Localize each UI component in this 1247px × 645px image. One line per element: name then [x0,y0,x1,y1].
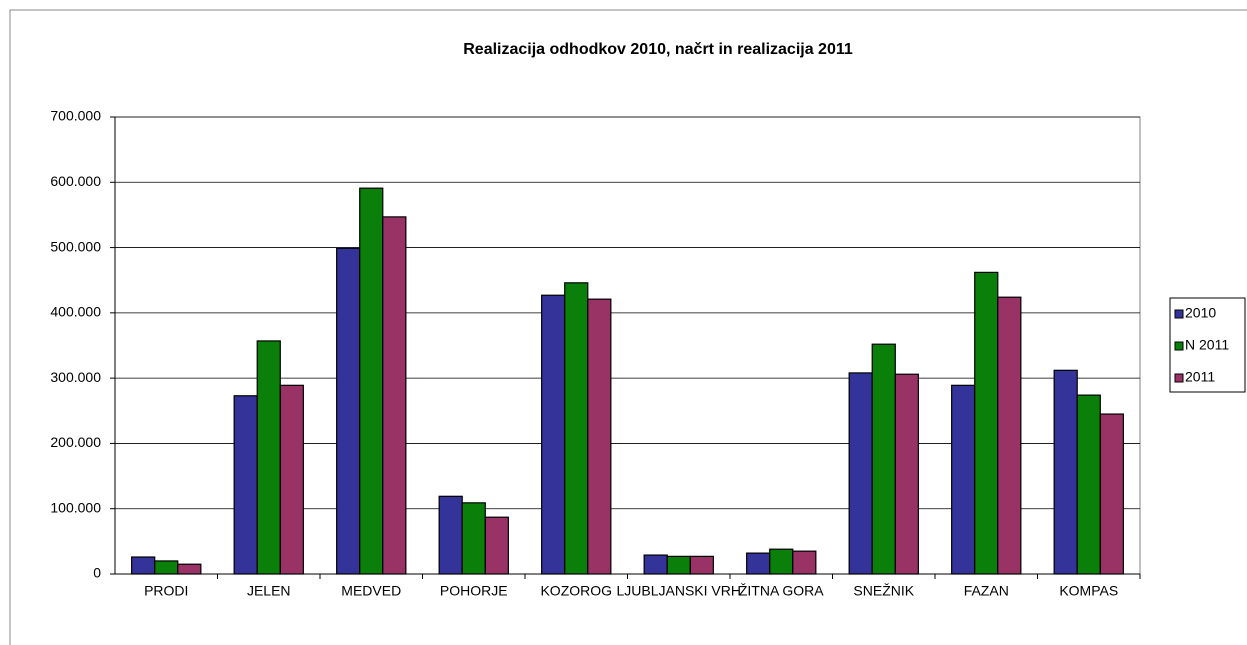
bar [336,247,361,575]
x-tick-label: JELEN [247,583,291,599]
legend-label: N 2011 [1185,337,1229,353]
bar [564,282,589,575]
bar [154,560,179,575]
legend-label: 2011 [1185,369,1215,385]
bar [1076,394,1101,575]
y-tick-label: 300.000 [50,369,101,385]
bar [382,216,407,575]
x-tick-label: KOMPAS [1059,583,1118,599]
x-tick-label: SNEŽNIK [853,583,914,599]
y-tick-label: 500.000 [50,238,101,254]
legend-label: 2010 [1185,305,1216,321]
bar [256,340,281,575]
chart-frame [9,9,1247,645]
x-tick-label: KOZOROG [540,583,612,599]
bar [541,294,566,575]
legend-swatch [1174,309,1184,319]
x-tick-label: PRODI [144,583,188,599]
x-tick-label: MEDVED [341,583,401,599]
bar [1099,413,1124,575]
bar [233,395,258,575]
x-tick-label: FAZAN [964,583,1009,599]
x-tick-label: ŽITNA GORA [739,583,824,599]
bar [746,552,771,575]
bar [359,187,384,575]
bar [131,556,156,575]
y-tick-label: 0 [93,565,101,581]
bar [997,296,1022,575]
bar [438,495,463,575]
bar [461,502,486,575]
bar [643,554,668,575]
y-tick-label: 700.000 [50,108,101,124]
legend-swatch [1174,373,1184,383]
bar [974,271,999,575]
bar [951,384,976,575]
bar [848,372,873,575]
bar [1053,369,1078,575]
chart-title: Realizacija odhodkov 2010, načrt in real… [463,41,853,58]
legend-swatch [1174,341,1184,351]
bar [177,563,202,575]
y-tick-label: 400.000 [50,304,101,320]
bar [894,373,919,575]
bar [871,343,896,575]
bar [666,555,691,575]
bar [769,548,794,575]
bar [792,550,817,575]
bar [689,555,714,575]
bar [587,298,612,575]
x-tick-label: LJUBLJANSKI VRH [617,583,741,599]
y-tick-label: 600.000 [50,173,101,189]
y-tick-label: 200.000 [50,434,101,450]
x-tick-label: POHORJE [440,583,508,599]
y-tick-label: 100.000 [50,499,101,515]
bar [484,516,509,575]
bar [279,384,304,575]
